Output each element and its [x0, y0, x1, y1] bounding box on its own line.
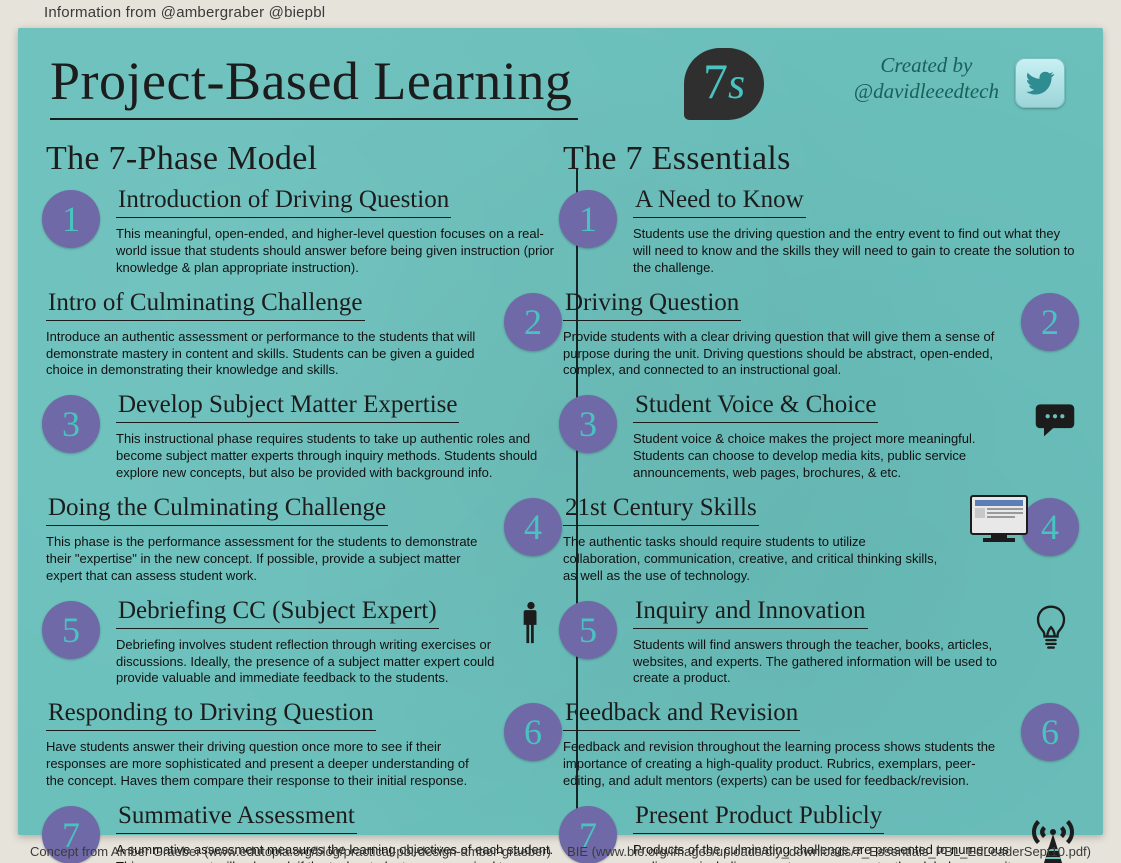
essential-badge: 2: [1021, 293, 1079, 351]
phase-body: Have students answer their driving quest…: [46, 739, 478, 790]
top-credit-text: Information from @ambergraber @biepbl: [44, 4, 325, 21]
essential-item: 4 21st Century Skills The a: [559, 494, 1079, 585]
phase-title: Intro of Culminating Challenge: [46, 289, 365, 321]
right-column-title: The 7 Essentials: [563, 140, 1079, 178]
phase-item: 3 Develop Subject Matter Expertise This …: [42, 391, 562, 482]
essential-title: 21st Century Skills: [563, 494, 759, 526]
essential-title: Student Voice & Choice: [633, 391, 878, 423]
speech-bubble-icon: [1031, 397, 1079, 445]
phase-body: This phase is the performance assessment…: [46, 534, 488, 585]
seven-badge-suffix: s: [728, 59, 745, 108]
phase-badge: 2: [504, 293, 562, 351]
page-root: Information from @ambergraber @biepbl Pr…: [0, 0, 1121, 863]
phase-title: Introduction of Driving Question: [116, 186, 451, 218]
left-column-title: The 7-Phase Model: [46, 140, 562, 178]
phase-item: 5 Debriefing CC (Subject Expert) Debrief…: [42, 597, 562, 688]
footer-right: BIE (www.bie.org/images/uploads/diy_down…: [567, 844, 1091, 859]
lightbulb-icon: [1031, 603, 1079, 651]
phase-badge: 4: [504, 498, 562, 556]
header: Project-Based Learning 7s Created by @da…: [42, 42, 1079, 138]
essential-badge: 5: [559, 601, 617, 659]
monitor-icon: [969, 494, 1017, 542]
phase-item: 6 Responding to Driving Question Have st…: [42, 699, 562, 790]
phase-badge: 3: [42, 395, 100, 453]
phase-body: This instructional phase requires studen…: [116, 431, 558, 482]
phase-badge: 6: [504, 703, 562, 761]
phase-body: This meaningful, open-ended, and higher-…: [116, 226, 558, 277]
seven-badge-number: 7: [703, 53, 728, 109]
main-title: Project-Based Learning: [50, 50, 578, 120]
phase-item: 4 Doing the Culminating Challenge This p…: [42, 494, 562, 585]
essential-title: Inquiry and Innovation: [633, 597, 868, 629]
phase-body: Debriefing involves student reflection t…: [116, 637, 506, 688]
infographic-sheet: Project-Based Learning 7s Created by @da…: [18, 28, 1103, 835]
phase-title: Summative Assessment: [116, 802, 357, 834]
phase-title: Develop Subject Matter Expertise: [116, 391, 459, 423]
essential-body: Provide students with a clear driving qu…: [563, 329, 1005, 380]
essential-badge: 3: [559, 395, 617, 453]
essential-body: Students use the driving question and th…: [633, 226, 1075, 277]
essential-body: Students will find answers through the t…: [633, 637, 1023, 688]
created-by-line1: Created by: [854, 52, 999, 78]
essential-item: 5 Inquiry and Innovation Students will f…: [559, 597, 1079, 688]
right-column: The 7 Essentials 1 A Need to Know Studen…: [559, 140, 1079, 825]
phase-title: Debriefing CC (Subject Expert): [116, 597, 439, 629]
essential-item: 1 A Need to Know Students use the drivin…: [559, 186, 1079, 277]
essential-badge: 6: [1021, 703, 1079, 761]
essential-item: 6 Feedback and Revision Feedback and rev…: [559, 699, 1079, 790]
essential-badge: 4: [1021, 498, 1079, 556]
created-by: Created by @davidleeedtech: [854, 52, 999, 105]
essential-title: Feedback and Revision: [563, 699, 800, 731]
phase-item: 1 Introduction of Driving Question This …: [42, 186, 562, 277]
essential-title: Driving Question: [563, 289, 741, 321]
footer-left: Concept from Amber Graeber (www.edutopia…: [30, 844, 551, 859]
essential-body: Student voice & choice makes the project…: [633, 431, 1023, 482]
essential-title: A Need to Know: [633, 186, 806, 218]
essential-body: Feedback and revision throughout the lea…: [563, 739, 1005, 790]
essential-body: The authentic tasks should require stude…: [563, 534, 941, 585]
twitter-icon: [1015, 58, 1065, 108]
essential-item: 2 Driving Question Provide students with…: [559, 289, 1079, 380]
phase-badge: 1: [42, 190, 100, 248]
phase-title: Doing the Culminating Challenge: [46, 494, 388, 526]
essential-title: Present Product Publicly: [633, 802, 884, 834]
phase-badge: 5: [42, 601, 100, 659]
phase-item: 2 Intro of Culminating Challenge Introdu…: [42, 289, 562, 380]
essential-badge: 1: [559, 190, 617, 248]
phase-body: Introduce an authentic assessment or per…: [46, 329, 488, 380]
left-column: The 7-Phase Model 1 Introduction of Driv…: [42, 140, 562, 825]
phase-title: Responding to Driving Question: [46, 699, 376, 731]
seven-badge: 7s: [684, 48, 764, 120]
created-by-line2: @davidleeedtech: [854, 78, 999, 104]
essential-item: 3 Student Voice & Choice Student voice &…: [559, 391, 1079, 482]
